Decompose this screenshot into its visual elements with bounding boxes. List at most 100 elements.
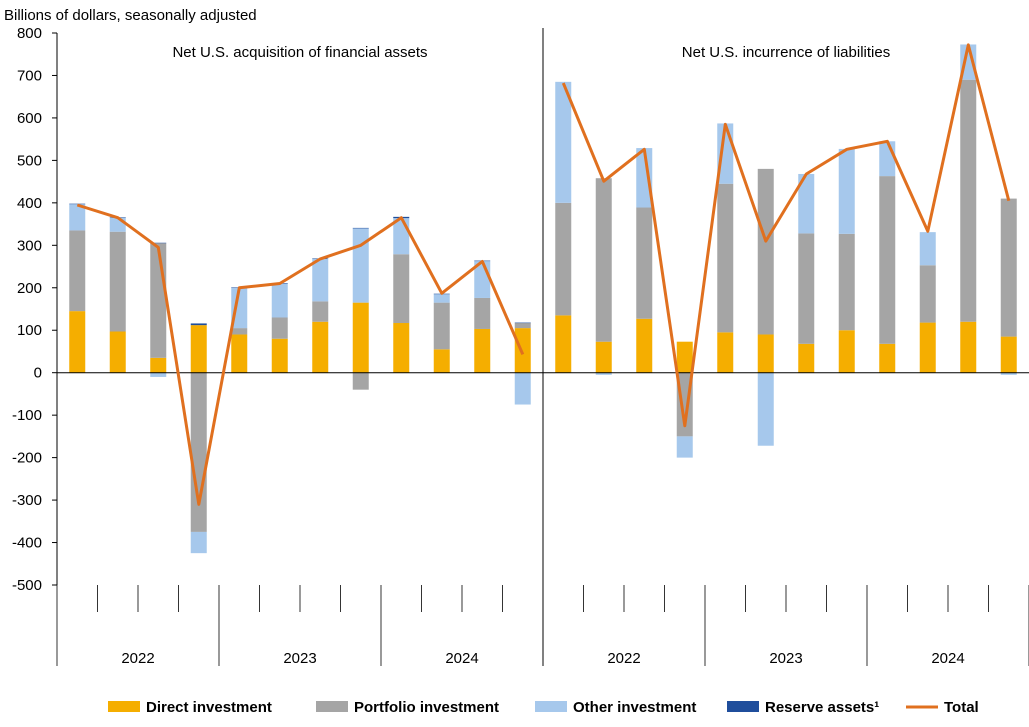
bar-portfolio: [757, 168, 774, 335]
year-label: 2022: [121, 650, 154, 667]
y-tick-label: 300: [17, 237, 42, 254]
y-tick-label: 500: [17, 152, 42, 169]
y-tick-label: -500: [12, 577, 42, 594]
bar-direct: [190, 325, 207, 373]
legend-label-portfolio: Portfolio investment: [354, 699, 499, 716]
year-label: 2024: [931, 650, 964, 667]
bar-portfolio: [474, 297, 491, 329]
bar-portfolio: [312, 301, 329, 322]
bar-portfolio: [433, 302, 450, 350]
bar-direct: [352, 302, 369, 373]
bar-other: [960, 44, 977, 80]
bar-direct: [69, 311, 86, 373]
bar-direct: [919, 322, 936, 373]
y-tick-label: -200: [12, 450, 42, 467]
year-label: 2023: [283, 650, 316, 667]
bar-direct: [555, 315, 572, 373]
legend-label-direct: Direct investment: [146, 699, 272, 716]
bar-other: [555, 81, 572, 203]
legend-swatch-reserve: [727, 701, 759, 712]
bar-reserve: [352, 227, 369, 229]
y-tick-label: 700: [17, 67, 42, 84]
bar-portfolio: [231, 328, 248, 335]
bar-direct: [879, 343, 896, 373]
legend-swatch-other: [535, 701, 567, 712]
panel-title: Net U.S. acquisition of financial assets: [172, 44, 427, 61]
legend-swatch-portfolio: [316, 701, 348, 712]
bar-other: [798, 173, 815, 234]
bar-direct: [838, 330, 855, 373]
bar-other: [1000, 372, 1017, 375]
bar-direct: [636, 318, 653, 373]
bar-reserve: [190, 323, 207, 326]
bar-direct: [595, 341, 612, 373]
bar-direct: [150, 357, 167, 373]
y-tick-label: 100: [17, 322, 42, 339]
bar-portfolio: [393, 254, 410, 324]
bar-portfolio: [919, 265, 936, 323]
bar-direct: [474, 328, 491, 373]
legend-label-total: Total: [944, 699, 979, 716]
bar-other: [393, 218, 410, 255]
bar-direct: [433, 349, 450, 373]
y-tick-label: 200: [17, 280, 42, 297]
y-tick-label: -100: [12, 407, 42, 424]
y-tick-label: 400: [17, 195, 42, 212]
bar-direct: [1000, 336, 1017, 373]
year-label: 2023: [769, 650, 802, 667]
bar-direct: [676, 341, 693, 373]
bar-direct: [514, 328, 531, 373]
bar-other: [312, 258, 329, 302]
y-axis-label: Billions of dollars, seasonally adjusted: [4, 7, 257, 24]
bar-other: [636, 148, 653, 208]
bar-other: [109, 217, 126, 232]
legend-label-reserve: Reserve assets¹: [765, 699, 879, 716]
bar-portfolio: [69, 230, 86, 312]
legend-label-other: Other investment: [573, 699, 696, 716]
y-tick-label: -300: [12, 492, 42, 509]
y-tick-label: 600: [17, 110, 42, 127]
bar-other: [231, 287, 248, 329]
bar-portfolio: [109, 231, 126, 332]
bar-portfolio: [717, 183, 734, 333]
bar-reserve: [514, 322, 531, 324]
bar-direct: [312, 321, 329, 373]
bar-portfolio: [1000, 198, 1017, 337]
bar-portfolio: [555, 202, 572, 316]
total-line: [561, 43, 1011, 428]
bar-other: [514, 372, 531, 405]
bar-portfolio: [514, 323, 531, 329]
bar-other: [433, 294, 450, 303]
bar-portfolio: [838, 233, 855, 331]
bar-portfolio: [271, 317, 288, 339]
bar-portfolio: [960, 79, 977, 322]
panel-title: Net U.S. incurrence of liabilities: [682, 44, 890, 61]
bar-portfolio: [352, 372, 369, 390]
y-tick-label: -400: [12, 535, 42, 552]
y-tick-label: 0: [34, 365, 42, 382]
bar-portfolio: [636, 207, 653, 319]
bar-portfolio: [595, 178, 612, 342]
bar-other: [919, 232, 936, 266]
bar-other: [190, 531, 207, 554]
bar-other: [595, 372, 612, 375]
y-tick-label: 800: [17, 25, 42, 42]
bar-direct: [717, 332, 734, 373]
bar-direct: [231, 334, 248, 373]
bar-direct: [757, 334, 774, 373]
year-label: 2022: [607, 650, 640, 667]
bar-other: [676, 436, 693, 458]
bar-portfolio: [879, 176, 896, 344]
bar-portfolio: [190, 372, 207, 532]
bar-portfolio: [798, 233, 815, 344]
bar-reserve: [69, 203, 86, 205]
bar-other: [150, 372, 167, 377]
bar-reserve: [150, 242, 167, 244]
bar-direct: [798, 343, 815, 373]
bar-direct: [960, 321, 977, 373]
bar-other: [69, 204, 86, 231]
year-label: 2024: [445, 650, 478, 667]
bar-other: [838, 148, 855, 234]
